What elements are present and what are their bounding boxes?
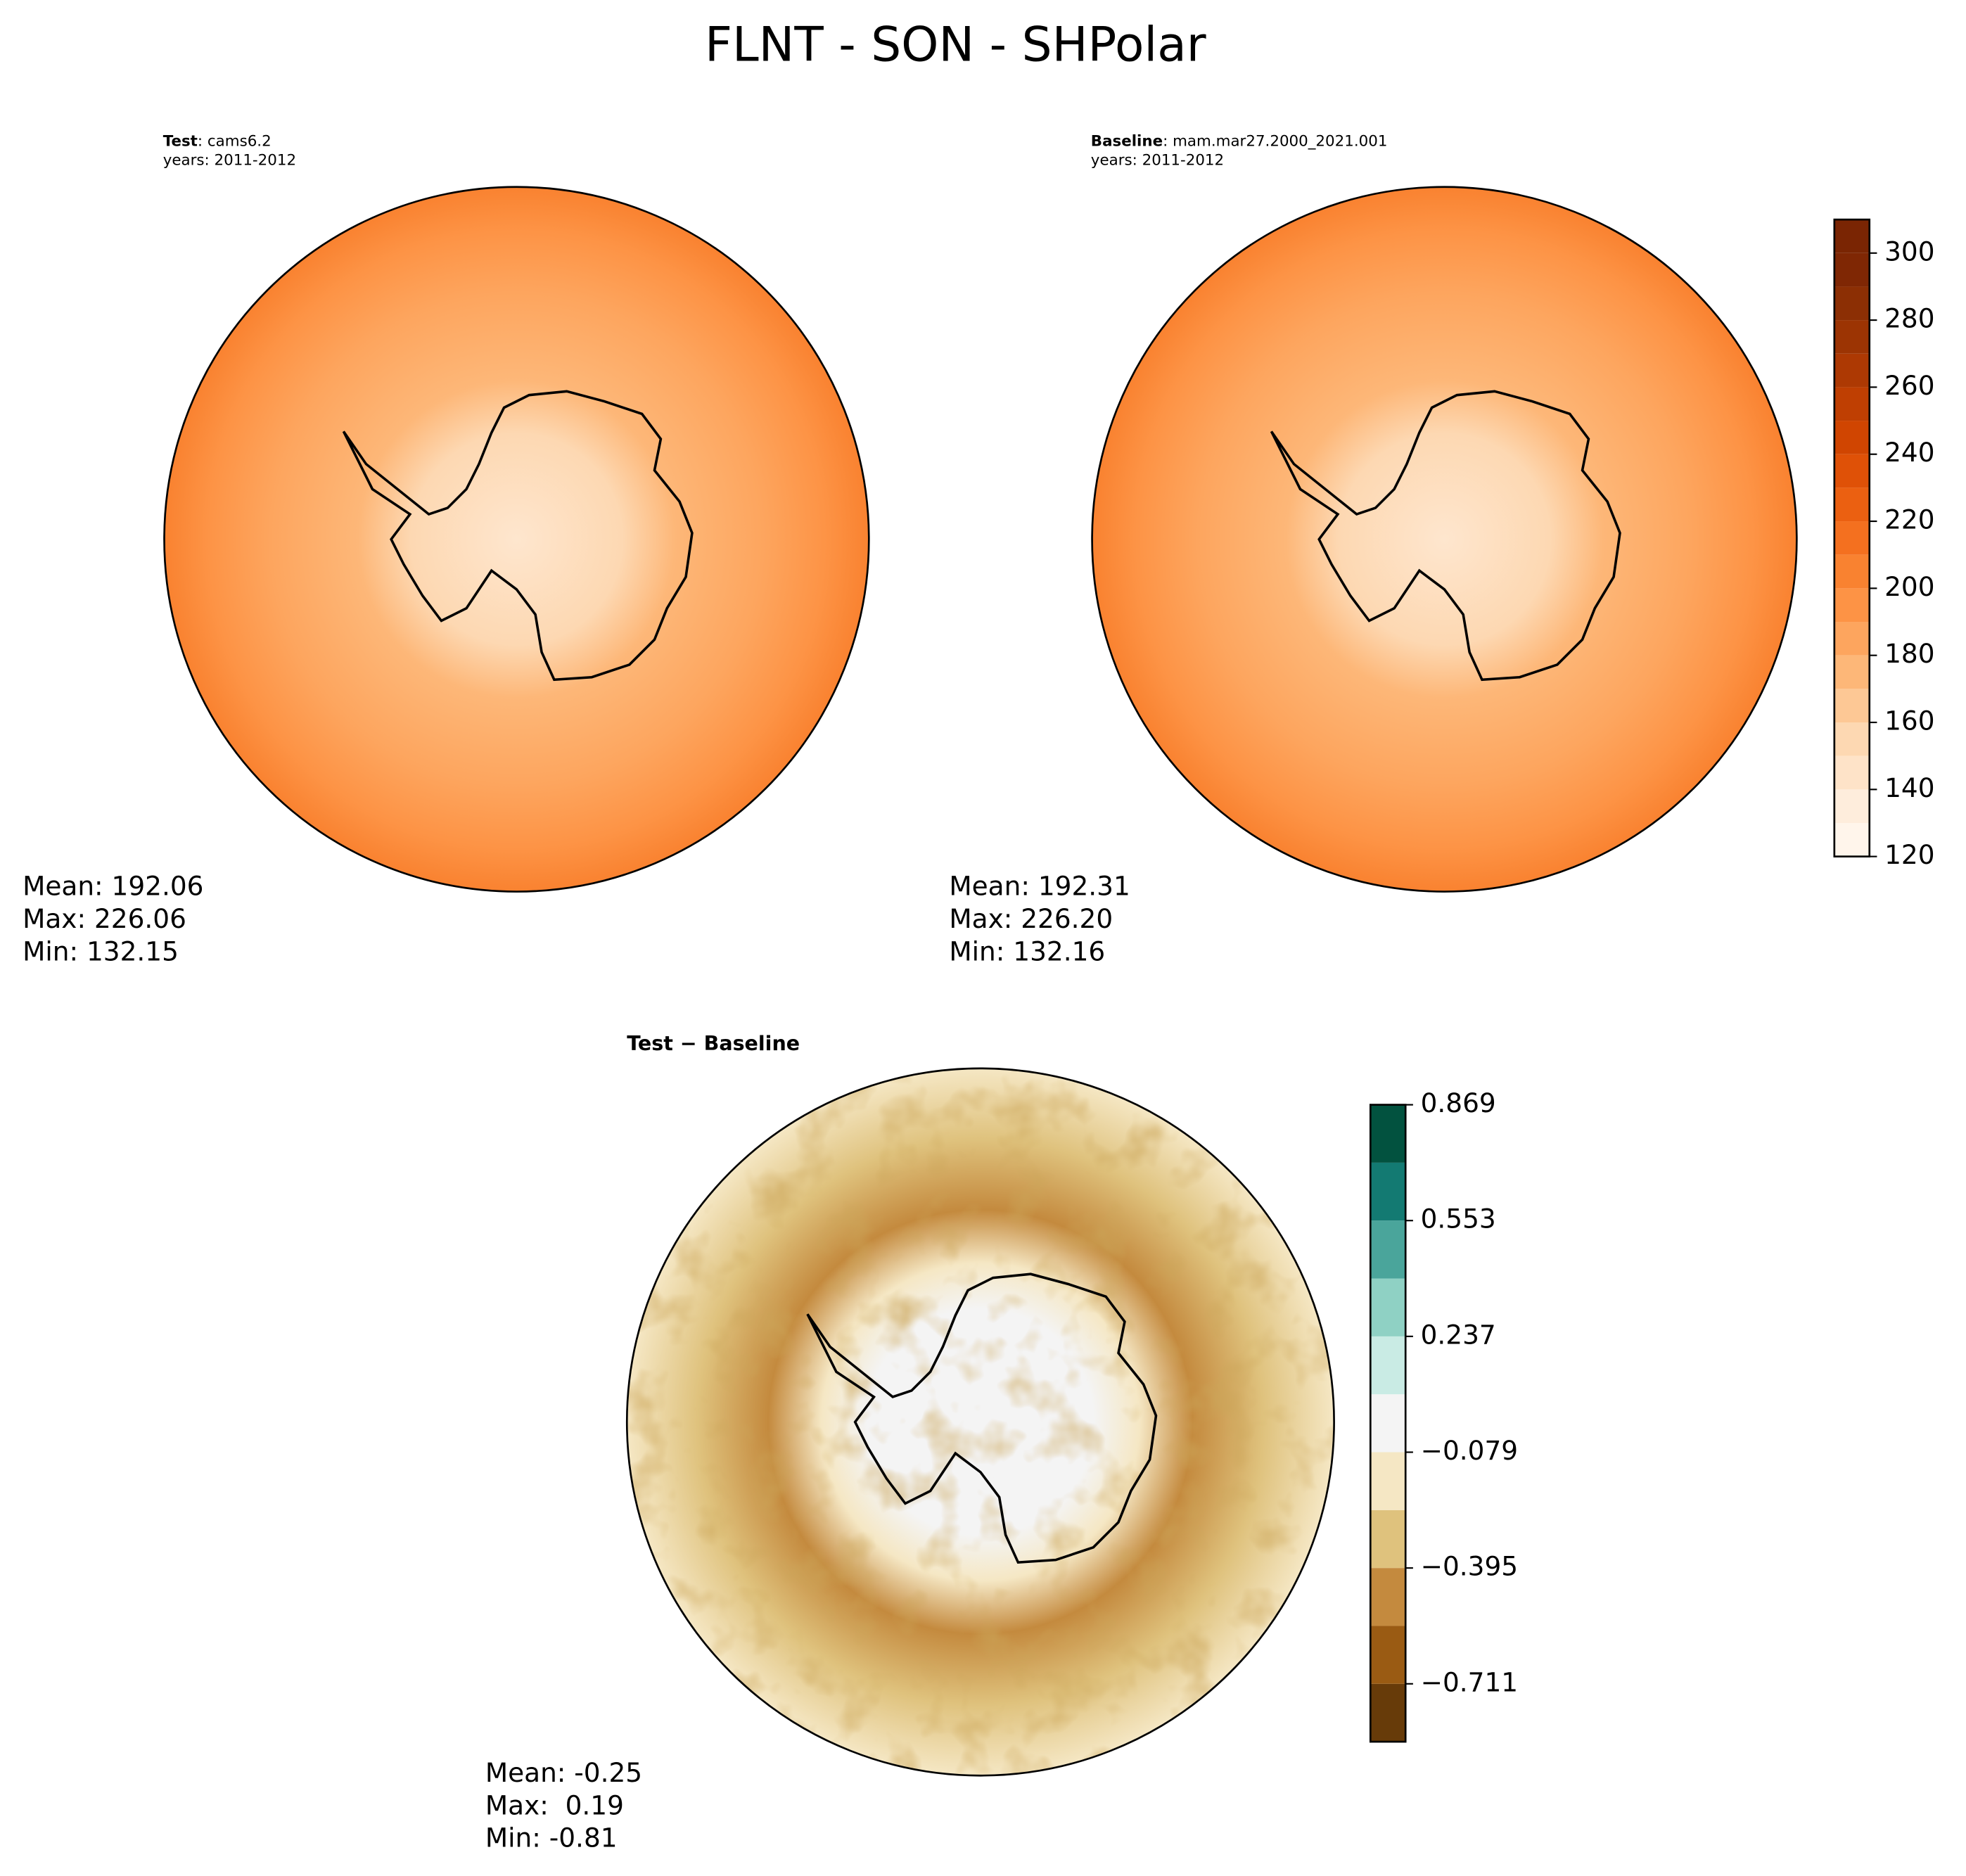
colorbar-band — [1834, 755, 1870, 790]
colorbar-tick-label: 300 — [1884, 236, 1934, 267]
stat-text: Max: 226.20 — [949, 903, 1113, 934]
colorbar-tick-label: 0.869 — [1421, 1087, 1496, 1118]
colorbar-band — [1370, 1626, 1406, 1684]
colorbar-band — [1834, 655, 1870, 689]
panel-years: years: 2011-2012 — [1091, 151, 1224, 169]
colorbar-band — [1834, 554, 1870, 589]
stat-text: Max: 226.06 — [23, 903, 186, 934]
colorbar-band — [1834, 253, 1870, 287]
panel-label-bold: Baseline — [1091, 133, 1163, 151]
colorbar-tick-label: 140 — [1884, 772, 1934, 803]
colorbar-tick-label: 260 — [1884, 370, 1934, 401]
map-left — [163, 186, 870, 893]
colorbar-band — [1834, 454, 1870, 488]
stat-text: Mean: -0.25 — [485, 1757, 642, 1788]
colorbar-tick-label: 240 — [1884, 437, 1934, 468]
panel-label: Test: cams6.2 — [163, 133, 272, 151]
colorbar-tick-label: 120 — [1884, 839, 1934, 870]
colorbar-frame — [1833, 218, 1871, 857]
colorbar-band — [1834, 521, 1870, 555]
colorbar-band — [1834, 387, 1870, 421]
colorbar-band — [1370, 1452, 1406, 1510]
panel-label-bold: Test — [163, 133, 198, 151]
colorbar-tick-label: 0.553 — [1421, 1204, 1496, 1234]
stat-text: Mean: 192.06 — [23, 871, 203, 902]
colorbar-frame — [1369, 1104, 1407, 1743]
stat-text: Min: -0.81 — [485, 1823, 618, 1853]
panel-label-bold: Test − Baseline — [627, 1032, 800, 1055]
colorbar-band — [1834, 353, 1870, 388]
colorbar-tick-label: 200 — [1884, 571, 1934, 602]
map-diff — [625, 1067, 1335, 1777]
colorbar-band — [1370, 1510, 1406, 1569]
colorbar-band — [1834, 622, 1870, 656]
map-right — [1091, 186, 1798, 893]
stat-text: Mean: 192.31 — [949, 871, 1130, 902]
colorbar-band — [1834, 722, 1870, 756]
colorbar-band — [1370, 1394, 1406, 1453]
colorbar-band — [1370, 1104, 1406, 1163]
colorbar-tick-label: −0.711 — [1421, 1666, 1519, 1697]
colorbar-tick-label: 280 — [1884, 303, 1934, 334]
panel-label-text: : cams6.2 — [198, 133, 272, 151]
colorbar-band — [1370, 1568, 1406, 1626]
colorbar-band — [1834, 689, 1870, 722]
colorbar-band — [1370, 1336, 1406, 1395]
colorbar-tick-label: 220 — [1884, 504, 1934, 535]
colorbar-tick-label: 180 — [1884, 638, 1934, 669]
colorbar-band — [1834, 789, 1870, 823]
colorbar-band — [1834, 822, 1870, 857]
panel-years: years: 2011-2012 — [163, 151, 296, 169]
stat-text: Max: 0.19 — [485, 1789, 624, 1820]
colorbar-tick-label: 160 — [1884, 705, 1934, 736]
colorbar-tick-label: 0.237 — [1421, 1319, 1496, 1350]
colorbar-band — [1834, 219, 1870, 253]
colorbar-band — [1370, 1278, 1406, 1336]
colorbar-band — [1834, 588, 1870, 623]
colorbar-tick-label: −0.395 — [1421, 1551, 1519, 1582]
colorbar-band — [1834, 421, 1870, 454]
colorbar-band — [1370, 1683, 1406, 1742]
panel-label-text: : mam.mar27.2000_2021.001 — [1163, 133, 1387, 151]
panel-label: Baseline: mam.mar27.2000_2021.001 — [1091, 133, 1388, 151]
colorbar-band — [1834, 487, 1870, 522]
colorbar-band — [1834, 320, 1870, 354]
colorbar-band — [1370, 1162, 1406, 1221]
colorbar-band — [1370, 1220, 1406, 1279]
stat-text: Min: 132.15 — [23, 936, 179, 966]
colorbar-tick-label: −0.079 — [1421, 1435, 1519, 1466]
figure-title: FLNT - SON - SHPolar — [705, 16, 1206, 72]
stat-text: Min: 132.16 — [949, 936, 1105, 966]
panel-label: Test − Baseline — [627, 1032, 800, 1055]
colorbar-band — [1834, 286, 1870, 321]
